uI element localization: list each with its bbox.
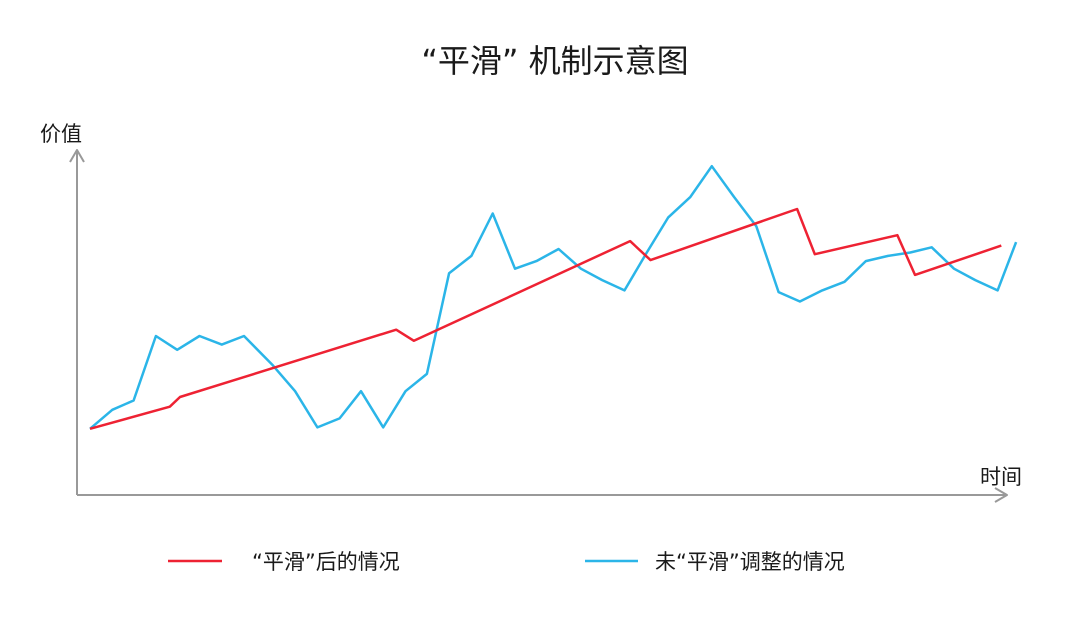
- axes: 价值 时间: [40, 122, 1022, 503]
- legend-label-unsmoothed: 未“平滑”调整的情况: [655, 550, 845, 574]
- series-layer: [89, 164, 1018, 431]
- series-unsmoothed-line: [89, 164, 1018, 430]
- legend-label-smoothed: “平滑”后的情况: [252, 550, 400, 574]
- legend: “平滑”后的情况 未“平滑”调整的情况: [168, 550, 845, 574]
- series-smoothed-line: [89, 207, 1002, 431]
- x-axis-arrow: [994, 487, 1008, 503]
- y-axis-arrow: [69, 149, 85, 163]
- x-axis-label: 时间: [980, 465, 1022, 489]
- y-axis-label: 价值: [40, 122, 82, 146]
- chart-title: “平滑” 机制示意图: [421, 42, 688, 80]
